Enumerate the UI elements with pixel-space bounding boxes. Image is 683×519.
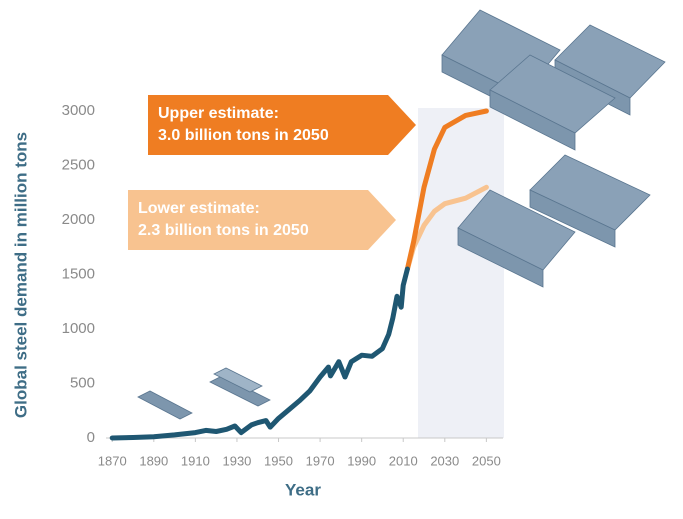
callout-box [128, 190, 396, 250]
y-tick-label: 1500 [62, 265, 95, 282]
data-line [109, 266, 410, 441]
data-line [404, 108, 489, 272]
callout-text: Lower estimate: [138, 200, 260, 217]
y-tick-label: 2500 [62, 156, 95, 173]
y-tick-label: 1000 [62, 320, 95, 337]
callout-text: 3.0 billion tons in 2050 [158, 127, 329, 144]
x-tick-label: 2050 [472, 453, 501, 468]
steel-icons [137, 9, 666, 420]
x-tick-label: 1950 [264, 453, 293, 468]
y-tick-label: 500 [70, 374, 95, 391]
x-tick-label: 1990 [347, 453, 376, 468]
y-tick-label: 2000 [62, 211, 95, 228]
x-tick-label: 1970 [306, 453, 335, 468]
x-axis-title: Year [285, 480, 321, 499]
y-tick-label: 3000 [62, 102, 95, 119]
callout-box [148, 95, 416, 155]
callout-text: Upper estimate: [158, 105, 279, 122]
x-tick-label: 1930 [222, 453, 251, 468]
y-axis-title: Global steel demand in million tons [11, 132, 30, 418]
x-tick-label: 1870 [98, 453, 127, 468]
x-tick-label: 1910 [181, 453, 210, 468]
x-tick-label: 2010 [389, 453, 418, 468]
x-tick-label: 2030 [430, 453, 459, 468]
y-tick-label: 0 [87, 429, 95, 446]
callout-text: 2.3 billion tons in 2050 [138, 222, 309, 239]
x-tick-label: 1890 [139, 453, 168, 468]
